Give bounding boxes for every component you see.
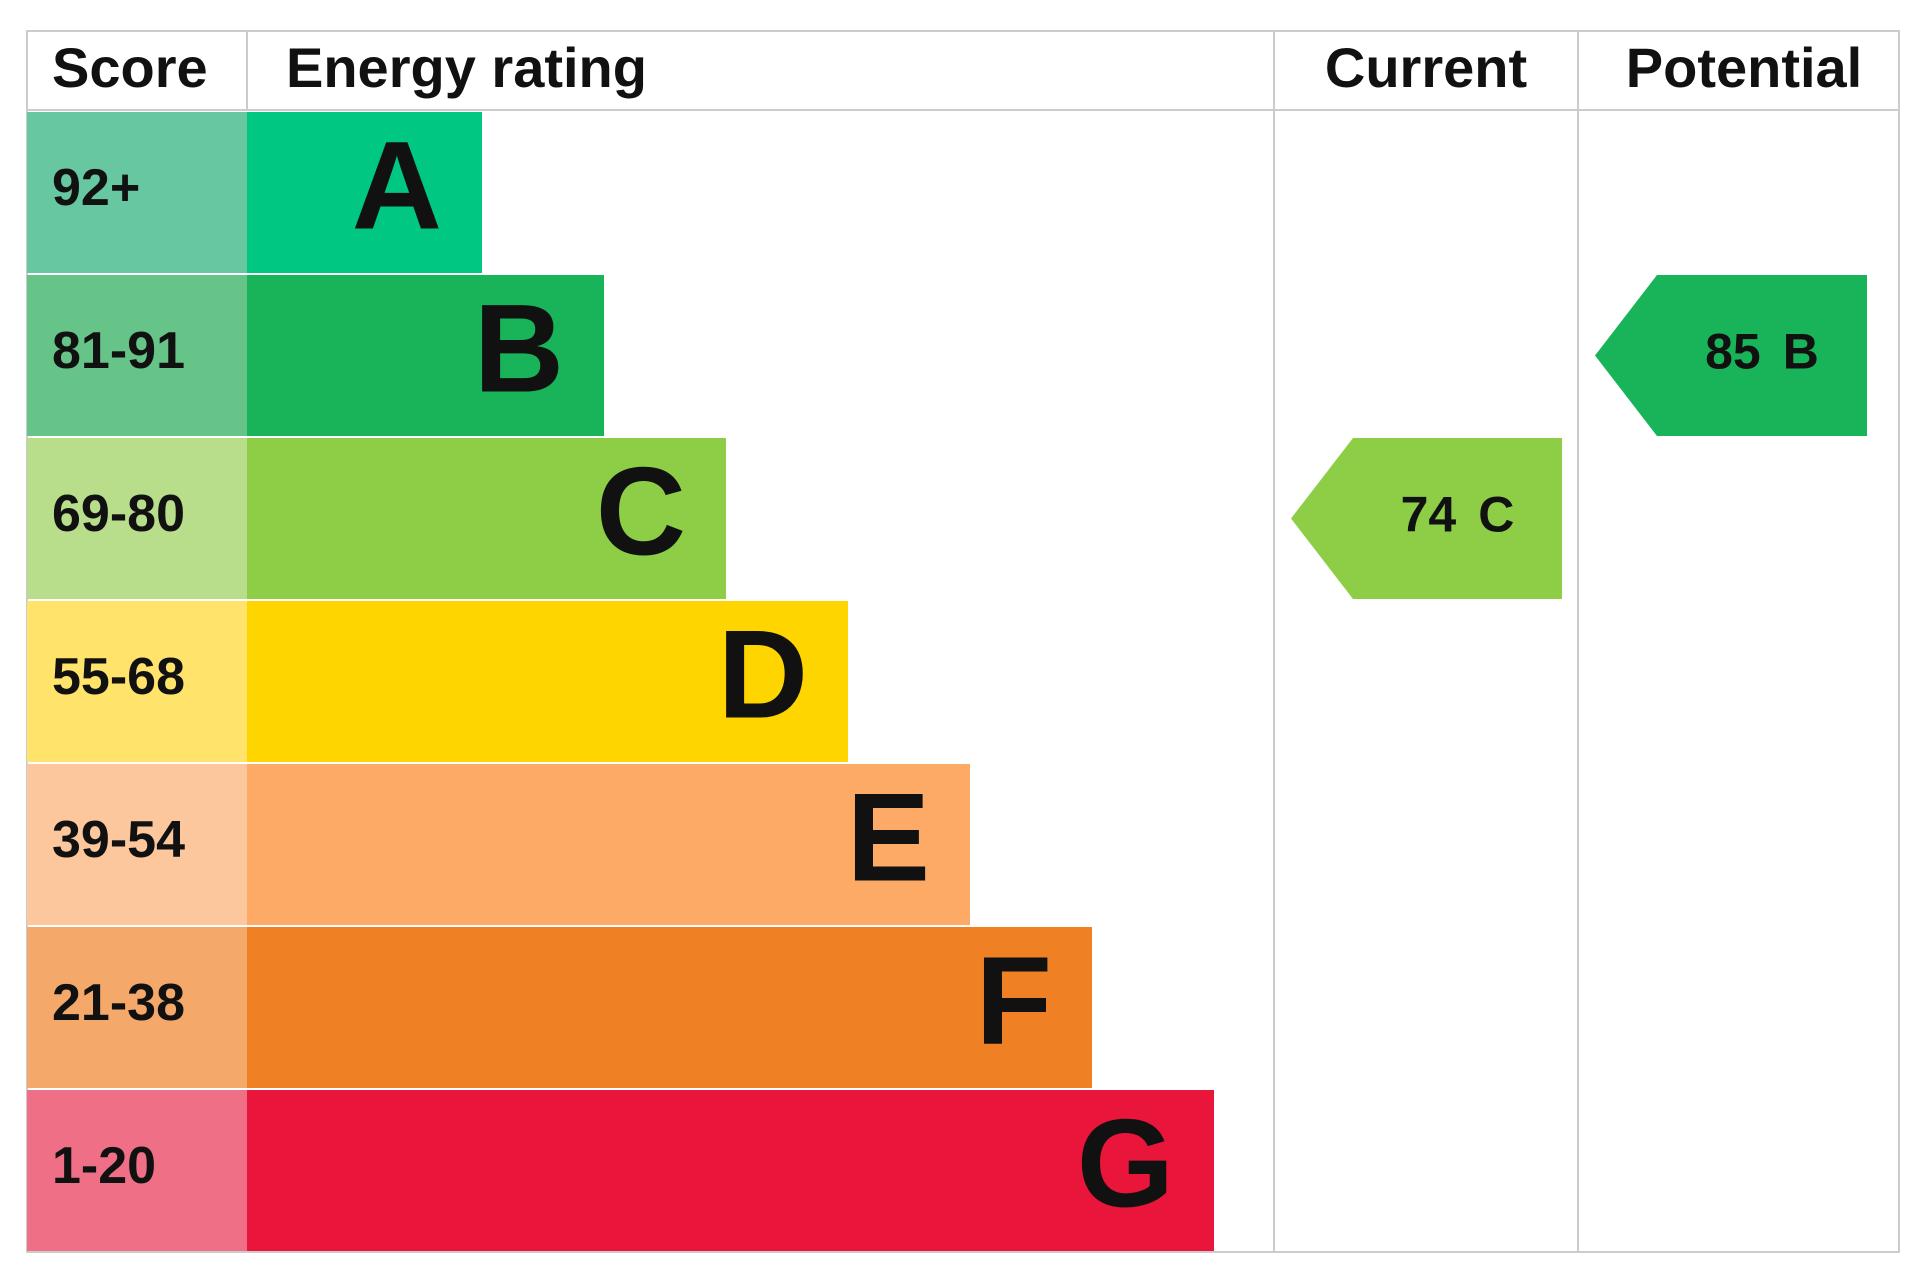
rating-letter: A [352,117,442,256]
rating-letter: C [596,443,686,582]
rating-bar [247,112,482,273]
rating-letter: G [1077,1095,1174,1234]
header-potential: Potential [1626,36,1862,99]
rating-bar [247,275,604,436]
header-current: Current [1325,36,1527,99]
rating-letter: B [474,280,564,419]
rating-bar [247,1090,1214,1251]
current-value: 74 [1401,487,1457,543]
score-cell [27,927,247,1088]
potential-letter: B [1783,324,1819,380]
score-label: 69-80 [52,485,185,543]
current-arrow [1291,438,1562,599]
score-cell [27,112,247,273]
rating-letter: F [976,932,1052,1071]
header-rating: Energy rating [286,36,647,99]
potential-label: 85 B [1705,324,1819,380]
score-label: 21-38 [52,974,185,1032]
score-label: 55-68 [52,648,185,706]
score-cell [27,275,247,436]
score-label: 81-91 [52,322,185,380]
score-label: 1-20 [52,1137,156,1195]
score-cell [27,438,247,599]
rating-bar [247,438,726,599]
potential-value: 85 [1705,324,1761,380]
potential-arrow [1595,275,1867,436]
rating-bar [247,927,1092,1088]
score-label: 92+ [52,159,140,217]
score-cell [27,601,247,762]
rating-bar [247,764,970,925]
current-letter: C [1478,487,1514,543]
header-score: Score [52,36,208,99]
score-cell [27,1090,247,1251]
current-label: 74 C [1401,487,1515,543]
score-cell [27,764,247,925]
rating-bar [247,601,848,762]
score-label: 39-54 [52,811,185,869]
rating-letter: D [718,606,808,745]
rating-letter: E [847,769,930,908]
